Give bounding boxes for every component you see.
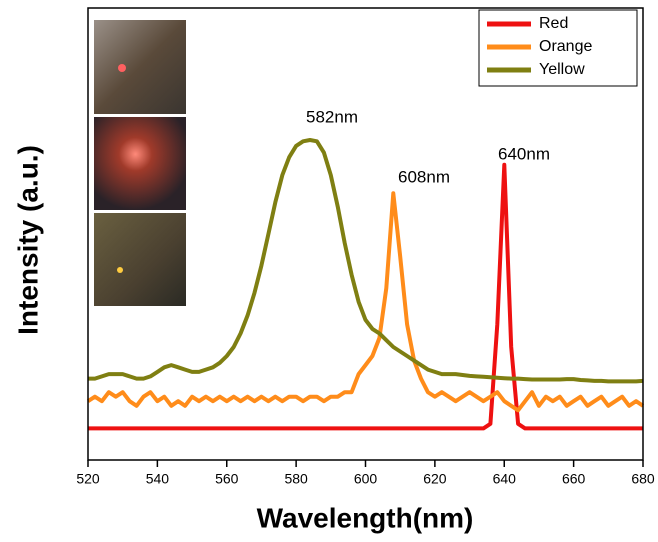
peak-annotation: 608nm bbox=[398, 167, 450, 186]
photo-light bbox=[118, 64, 126, 72]
x-tick-label: 580 bbox=[284, 471, 308, 487]
x-tick-label: 560 bbox=[215, 471, 239, 487]
x-tick-label: 600 bbox=[354, 471, 378, 487]
x-tick-label: 660 bbox=[562, 471, 586, 487]
series-line bbox=[88, 138, 644, 384]
x-tick-label: 540 bbox=[146, 471, 170, 487]
x-axis-title: Wavelength(nm) bbox=[257, 502, 474, 533]
x-tick-label: 640 bbox=[493, 471, 517, 487]
x-tick-label: 680 bbox=[631, 471, 655, 487]
peak-annotation: 582nm bbox=[306, 107, 358, 126]
plot bbox=[86, 138, 645, 431]
series-line bbox=[88, 162, 643, 431]
x-tick-label: 520 bbox=[76, 471, 100, 487]
photo bbox=[94, 117, 186, 210]
photo bbox=[94, 20, 186, 114]
photo bbox=[94, 213, 186, 306]
photo-light bbox=[117, 267, 123, 273]
x-tick-label: 620 bbox=[423, 471, 447, 487]
peak-annotation: 640nm bbox=[498, 144, 550, 163]
series-line bbox=[86, 191, 645, 413]
legend-label: Orange bbox=[539, 38, 592, 55]
y-axis-title: Intensity (a.u.) bbox=[12, 145, 43, 335]
legend-label: Red bbox=[539, 15, 568, 32]
inset-photos bbox=[94, 20, 186, 306]
legend-label: Yellow bbox=[539, 61, 585, 78]
